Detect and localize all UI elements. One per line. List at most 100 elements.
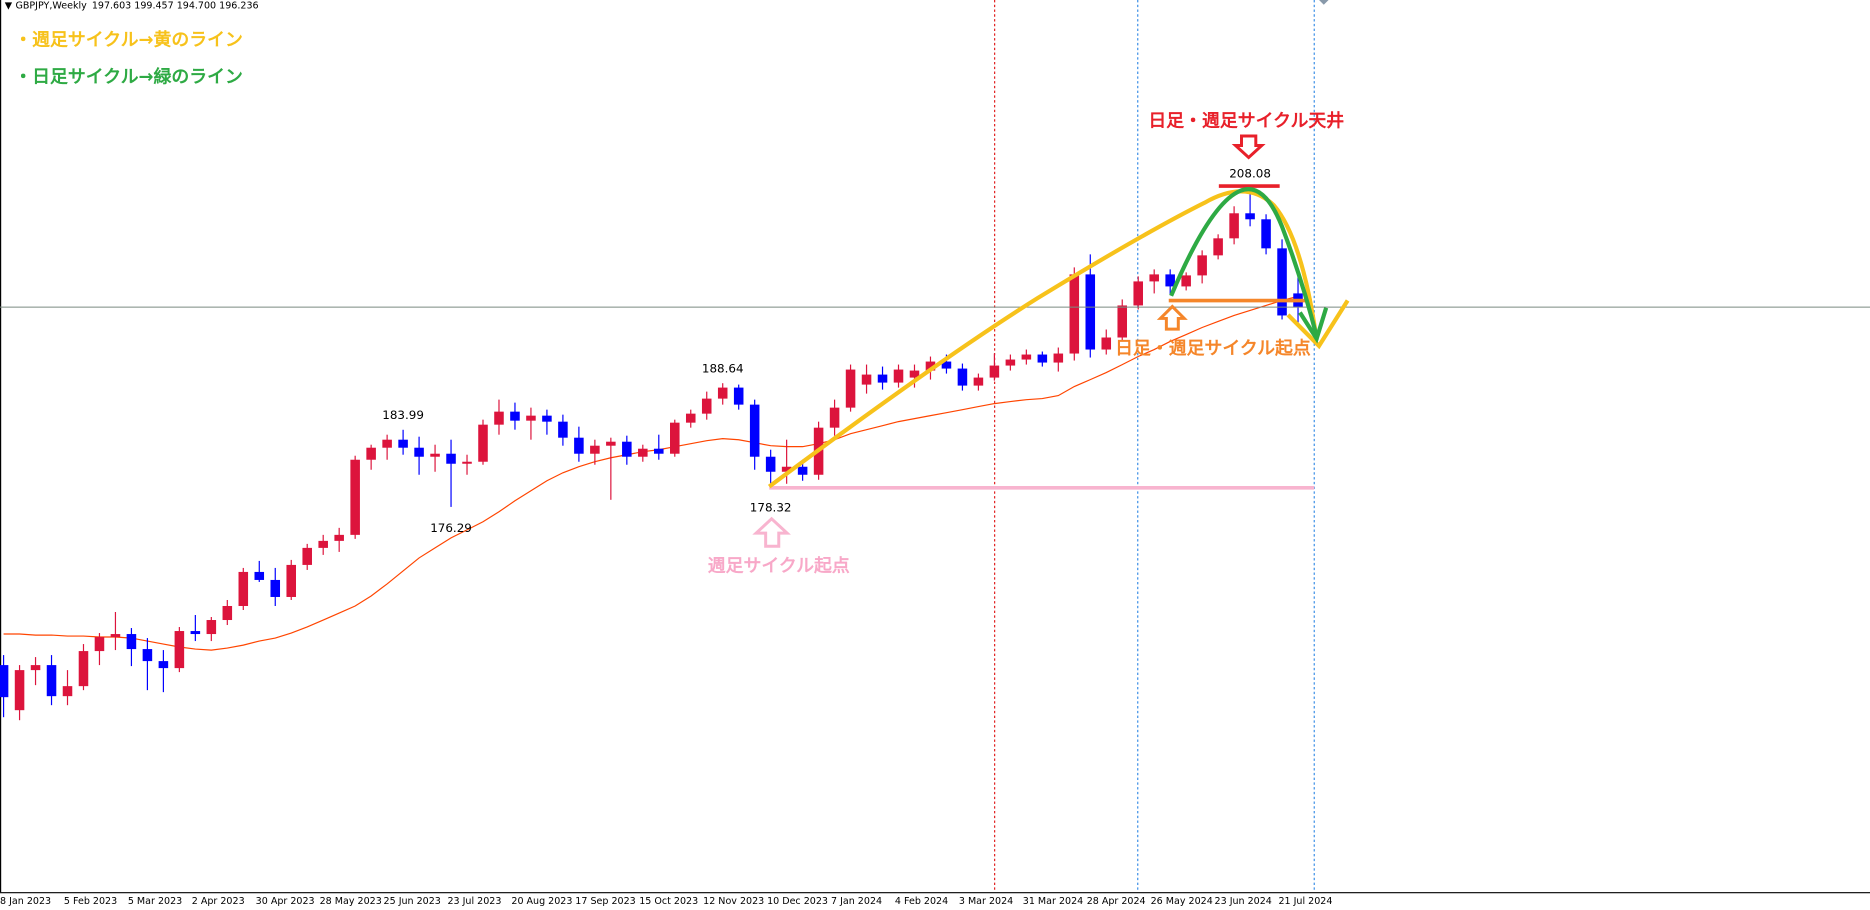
candle-body (254, 571, 265, 580)
x-tick-label: 2 Apr 2023 (192, 896, 245, 907)
up-arrow (752, 516, 791, 548)
daily-cycle-curve (1169, 187, 1319, 337)
x-tick-label: 25 Jun 2023 (384, 896, 441, 907)
candle-body (334, 534, 344, 541)
candle-body (382, 439, 392, 448)
x-tick-label: 20 Aug 2023 (511, 896, 572, 907)
candle-body (414, 447, 424, 457)
candle-body (94, 637, 105, 652)
candle-body (670, 422, 680, 454)
candle-body (478, 424, 488, 462)
x-tick-label: 12 Nov 2023 (703, 896, 764, 907)
candle-body (510, 411, 520, 421)
x-tick-label: 30 Apr 2023 (256, 896, 315, 907)
x-tick-label: 15 Oct 2023 (639, 896, 698, 907)
candle-body (46, 665, 57, 697)
plot: 8 Jan 2023 5 Feb 2023 5 Mar 2023 2 Apr 2023… (0, 188, 1870, 907)
header-prices: 197.603 199.457 194.700 196.236 (92, 0, 259, 11)
candle-body (350, 459, 360, 535)
candle-body (1181, 275, 1191, 287)
candle-body (749, 404, 760, 457)
x-tick-label: 21 Jul 2024 (1278, 896, 1332, 907)
candle-body (941, 361, 952, 369)
candle-body (717, 387, 728, 399)
x-tick-label: 28 Apr 2024 (1087, 896, 1146, 907)
candle-body (30, 665, 41, 671)
candle-body (542, 415, 552, 422)
x-tick-label: 17 Sep 2023 (575, 896, 635, 907)
candle-body (1261, 219, 1271, 249)
annotation-top: 日足・週足サイクル天井 (1148, 109, 1344, 131)
candle-body (318, 540, 328, 548)
candle-body (797, 466, 808, 475)
candle-body (62, 686, 73, 697)
candle-body (238, 571, 249, 606)
candle-body (494, 411, 504, 425)
candle-body (366, 447, 376, 460)
x-tick-label: 23 Jun 2024 (1215, 896, 1272, 907)
candle-body (1005, 359, 1016, 366)
high-label: 183.99 (382, 408, 424, 422)
x-tick-label: 8 Jan 2023 (0, 896, 51, 907)
high-label: 208.08 (1229, 167, 1271, 181)
candle-body (78, 651, 89, 687)
candle-body (1085, 274, 1096, 350)
candle-body (590, 445, 600, 454)
candle-body (877, 374, 888, 383)
low-label: 178.32 (750, 501, 792, 515)
candle-body (558, 421, 568, 438)
candle-body (526, 415, 536, 421)
candle-body (302, 547, 312, 565)
candle-body (638, 448, 648, 457)
candle-body (126, 634, 137, 650)
candle-body (1133, 281, 1143, 306)
annotation-weekly-start: 週足サイクル起点 (708, 554, 850, 576)
candle-body (1165, 274, 1175, 287)
x-tick-label: 10 Dec 2023 (767, 896, 828, 907)
candle-body (1245, 213, 1255, 220)
weekly-cycle-curve (767, 189, 1319, 489)
candle-body (446, 453, 456, 464)
candle-body (733, 387, 744, 405)
candle-body (957, 368, 968, 386)
high-label: 188.64 (702, 361, 744, 375)
candle-body (765, 456, 776, 472)
candle-body (861, 374, 872, 385)
candle-body (286, 564, 297, 597)
low-label: 176.29 (430, 521, 472, 535)
x-tick-label: 31 Mar 2024 (1023, 896, 1083, 907)
x-tick-label: 23 Jul 2023 (447, 896, 501, 907)
candle-body (654, 448, 664, 454)
candle-body (1021, 354, 1032, 360)
moving-average (3, 295, 1299, 651)
candle-body (158, 661, 169, 669)
down-arrow (1231, 134, 1266, 160)
legend-weekly: ・週足サイクル→黄のライン (14, 28, 243, 50)
candle-body (781, 466, 792, 472)
x-tick-label: 5 Mar 2023 (128, 896, 182, 907)
candle-body (1277, 248, 1287, 316)
candle-body (1197, 255, 1207, 276)
daily-arrow (1298, 307, 1329, 344)
candle-body (973, 377, 984, 386)
shift-marker (1319, 0, 1329, 5)
symbol: GBPJPY,Weekly (16, 0, 88, 11)
candle-body (430, 453, 440, 457)
legend-daily: ・日足サイクル→緑のライン (14, 65, 243, 87)
candle-body (574, 437, 584, 454)
candle-body (893, 369, 904, 383)
candle-body (1101, 337, 1112, 350)
up-arrow (1156, 304, 1188, 331)
candle-body (1053, 353, 1064, 363)
candle-body (925, 361, 936, 371)
weekly-arrow (1286, 299, 1350, 350)
candle-body (174, 631, 185, 669)
candle-body (462, 461, 472, 464)
annotation-daily-start: 日足・週足サイクル起点 (1115, 337, 1311, 359)
candle-body (206, 620, 217, 635)
candle-body (222, 605, 233, 621)
x-tick-label: 4 Feb 2024 (895, 896, 948, 907)
candle-body (14, 670, 25, 711)
